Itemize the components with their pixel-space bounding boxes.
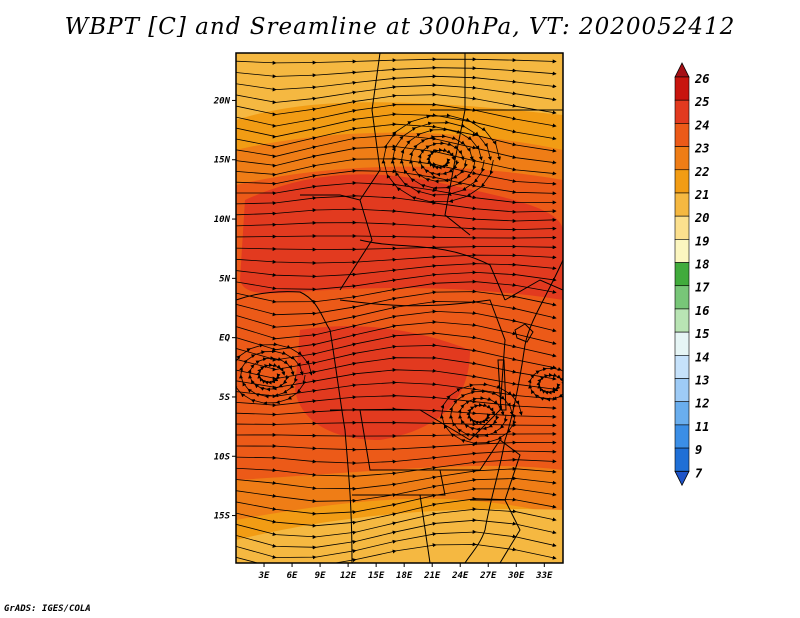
wbpt-field	[236, 53, 563, 563]
lon-tick-label: 27E	[479, 571, 497, 581]
streamline	[439, 382, 523, 446]
lat-tick-label: EQ	[219, 334, 230, 344]
colorbar-segment	[674, 262, 690, 287]
colorbar-upper-arrow	[674, 62, 690, 78]
colorbar-label: 12	[695, 397, 709, 411]
colorbar-label: 23	[694, 142, 709, 156]
streamline	[236, 244, 557, 252]
lon-tick-label: 18E	[396, 571, 413, 581]
colorbar-segment	[674, 424, 690, 449]
colorbar-segment	[674, 355, 690, 379]
lon-tick-label: 21E	[423, 571, 441, 581]
lake-victoria	[514, 323, 534, 343]
colorbar-segment	[674, 308, 690, 333]
streamline	[527, 366, 563, 402]
colorbar-segment	[674, 76, 690, 101]
colorbar-label: 22	[694, 165, 709, 179]
colorbar-label: 14	[695, 350, 709, 364]
lat-tick-label: 10S	[214, 452, 231, 462]
colorbar-label: 15	[695, 327, 709, 341]
colorbar-label: 26	[694, 72, 709, 86]
colorbar-segment	[674, 378, 690, 403]
colorbar: 26 25 24 23 22 21 20 19 18 17 16 15 14 13 12 11 9 7	[674, 62, 710, 487]
lat-tick-label: 10N	[214, 215, 231, 225]
lon-tick-label: 15E	[368, 571, 385, 581]
streamline	[236, 233, 557, 241]
border-angola	[330, 409, 446, 496]
streamline	[236, 542, 557, 563]
map-title: WBPT [C] and Sreamline at 300hPa, VT: 20…	[64, 14, 736, 40]
lat-tick-label: 15S	[214, 512, 231, 522]
colorbar-segment	[674, 169, 690, 194]
border-nigeria	[300, 194, 373, 291]
colorbar-segment	[674, 99, 690, 124]
lon-tick-label: 12E	[340, 571, 357, 581]
map-frame	[235, 52, 564, 564]
border-car	[359, 239, 506, 301]
colorbar-label: 18	[695, 258, 709, 272]
border-north-niger-chad	[359, 53, 381, 201]
colorbar-segment	[674, 331, 690, 356]
colorbar-label: 7	[695, 466, 703, 480]
colorbar-segment	[674, 192, 690, 217]
colorbar-label: 19	[695, 234, 709, 248]
border-zambia	[440, 439, 521, 501]
streamlines	[236, 57, 563, 563]
colorbar-label: 9	[695, 443, 702, 457]
colorbar-segment	[674, 215, 690, 240]
lon-tick-label: 33E	[535, 571, 553, 581]
colorbar-label: 25	[694, 95, 709, 109]
country-borders	[236, 53, 563, 563]
lon-tick-label: 3E	[258, 571, 270, 581]
border-mozambique	[499, 499, 521, 563]
border-namibia-botswana	[352, 494, 431, 563]
colorbar-segment	[674, 239, 690, 263]
streamline	[236, 207, 557, 223]
lon-tick-label: 6E	[287, 571, 298, 581]
lon-tick-label: 30E	[507, 571, 525, 581]
colorbar-label: 13	[695, 374, 709, 388]
lat-tick-label: 5N	[219, 274, 230, 284]
map-axes: 20N 15N 10N 5N EQ 5S 10S 15S 3E 6E 9E 12E 15E 18E 21E 2…	[213, 96, 553, 581]
lon-tick-label: 24E	[451, 571, 469, 581]
colorbar-segment	[674, 401, 690, 426]
lat-tick-label: 5S	[219, 393, 230, 403]
streamline	[236, 57, 557, 65]
colorbar-lower-arrow	[674, 470, 690, 487]
lat-tick-label: 15N	[214, 156, 231, 166]
lat-tick-label: 20N	[213, 96, 231, 106]
colorbar-label: 17	[695, 281, 710, 295]
colorbar-segment	[674, 146, 690, 171]
colorbar-label: 20	[694, 211, 709, 225]
lon-tick-label: 9E	[315, 571, 326, 581]
streamline	[236, 342, 313, 406]
colorbar-segment	[674, 123, 690, 147]
colorbar-label: 11	[695, 420, 709, 434]
colorbar-label: 16	[695, 304, 709, 318]
border-chad-sudan	[444, 109, 471, 236]
border-drc	[339, 299, 506, 441]
coastline-east	[464, 259, 563, 563]
coastline-west	[236, 291, 353, 563]
colorbar-label: 24	[694, 118, 709, 132]
colorbar-segment	[674, 285, 690, 310]
border-east-africa	[504, 279, 563, 301]
streamline	[381, 113, 501, 205]
grads-credit: GrADS: IGES/COLA	[4, 604, 91, 614]
colorbar-segment	[674, 447, 690, 472]
colorbar-label: 21	[694, 188, 709, 202]
streamline	[236, 220, 557, 232]
lake-tanganyika	[497, 359, 507, 411]
